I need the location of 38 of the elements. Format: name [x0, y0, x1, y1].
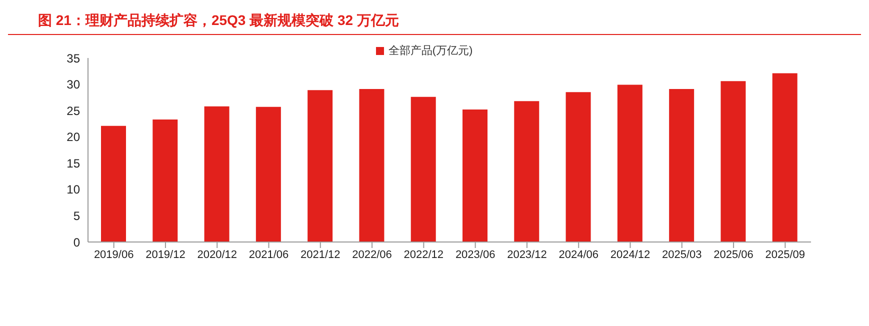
bar: [566, 92, 591, 242]
y-tick-label: 20: [66, 130, 80, 144]
bar: [514, 101, 540, 242]
x-tick-label: 2023/12: [507, 248, 547, 261]
y-tick-label: 35: [66, 51, 80, 66]
y-tick-label: 10: [66, 182, 80, 197]
bar: [101, 126, 126, 242]
bar: [256, 106, 281, 242]
y-tick-label: 25: [66, 104, 80, 118]
x-tick-label: 2025/06: [714, 248, 754, 261]
bar: [617, 84, 642, 242]
bar: [359, 89, 384, 242]
x-tick-label: 2022/06: [352, 248, 392, 261]
bar: [462, 110, 488, 242]
bar: [204, 106, 230, 242]
bar: [720, 81, 746, 242]
y-tick-label: 15: [66, 156, 80, 170]
legend-label: 全部产品(万亿元): [388, 45, 473, 57]
y-tick-label: 5: [73, 208, 80, 223]
x-tick-label: 2022/12: [404, 248, 444, 261]
x-tick-label: 2024/06: [558, 248, 598, 261]
x-tick-label: 2019/12: [146, 248, 186, 261]
x-tick-label: 2020/12: [197, 248, 237, 261]
x-tick-label: 2021/06: [248, 248, 289, 261]
x-tick-label: 2025/09: [765, 248, 806, 261]
bar: [772, 73, 798, 242]
x-tick-label: 2021/12: [300, 248, 340, 261]
y-tick-label: 30: [66, 78, 80, 92]
bar: [308, 90, 333, 242]
bar: [410, 96, 436, 242]
chart-title: 图 21：理财产品持续扩容，25Q3 最新规模突破 32 万亿元: [8, 8, 861, 35]
x-tick-label: 2024/12: [610, 248, 650, 261]
x-tick-label: 2019/06: [94, 248, 134, 261]
bar: [669, 89, 694, 242]
x-tick-label: 2025/03: [662, 248, 702, 261]
y-tick-label: 0: [73, 235, 80, 250]
x-tick-label: 2023/06: [455, 248, 496, 261]
bar: [152, 120, 178, 242]
